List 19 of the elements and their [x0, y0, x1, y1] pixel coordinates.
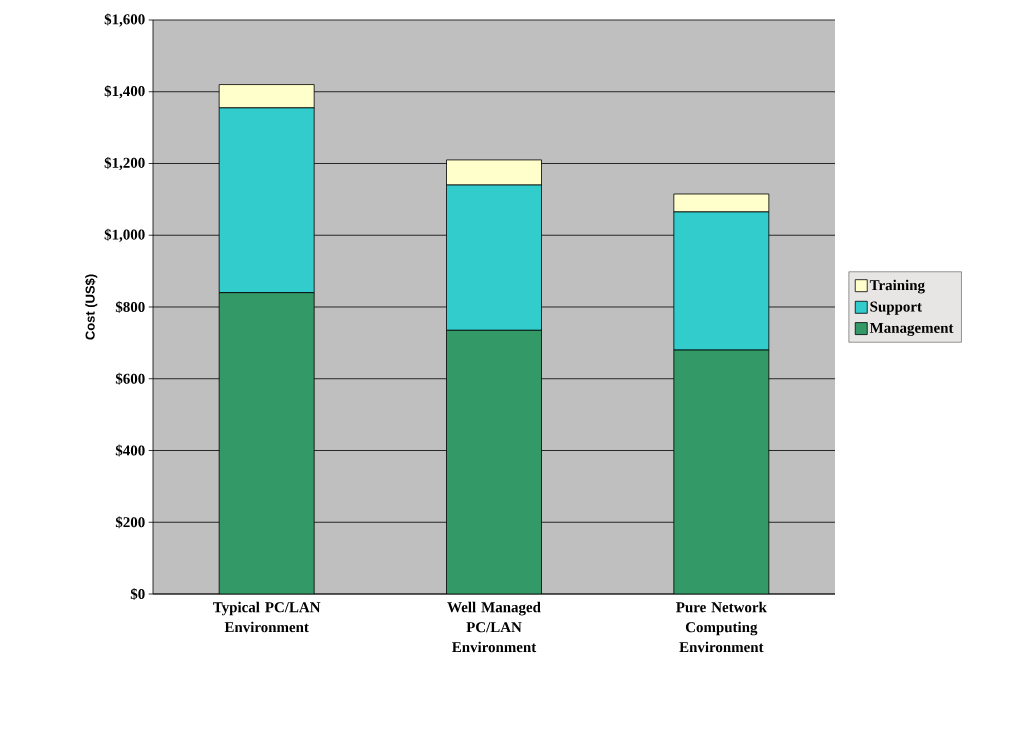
- y-tick-label: $200: [115, 516, 145, 529]
- y-tick-label: $800: [115, 301, 145, 313]
- bar: [446, 329, 542, 594]
- y-tick-label: $1,200: [104, 156, 145, 171]
- y-tick-label: $600: [115, 372, 145, 385]
- bar: [218, 292, 315, 594]
- legend-label: Training: [869, 279, 925, 294]
- y-axis-title: Cost (US$): [85, 274, 98, 340]
- y-tick-label: $1,600: [104, 13, 145, 27]
- legend-label: Management: [869, 322, 954, 337]
- x-tick-label: Typical PC/LAN Environment: [213, 601, 321, 633]
- x-tick-label: Well Managed PC/LAN Environment: [447, 601, 541, 653]
- bar: [673, 349, 770, 594]
- legend-label: Support: [870, 301, 922, 315]
- x-tick-label: Pure Network Computing Environment: [676, 601, 767, 653]
- y-tick-label: $0: [130, 588, 145, 600]
- y-tick-label: $400: [115, 444, 145, 457]
- y-tick-label: $1,400: [104, 85, 145, 99]
- y-tick-label: $1,000: [104, 228, 145, 242]
